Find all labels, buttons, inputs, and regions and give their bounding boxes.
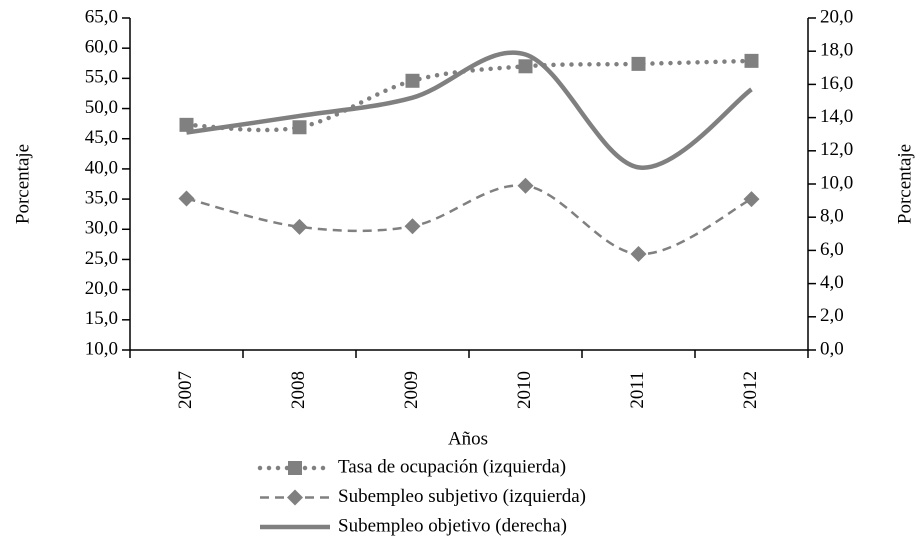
marker (405, 73, 420, 88)
y2-tick-label: 18,0 (820, 40, 853, 61)
y-tick-label: 10,0 (85, 338, 118, 359)
marker (631, 56, 646, 71)
legend-label: Tasa de ocupación (izquierda) (338, 456, 566, 477)
x-tick-label: 2010 (514, 371, 535, 409)
marker (744, 53, 759, 68)
x-tick-label: 2009 (401, 371, 422, 409)
y-tick-label: 20,0 (85, 278, 118, 299)
marker (288, 461, 302, 475)
y2-tick-label: 20,0 (820, 6, 853, 27)
y-tick-label: 30,0 (85, 218, 118, 239)
marker (179, 117, 194, 132)
y-tick-label: 60,0 (85, 37, 118, 58)
marker (292, 120, 307, 135)
marker (517, 177, 534, 194)
series-line (186, 184, 753, 256)
y-tick-label: 35,0 (85, 187, 118, 208)
x-tick-label: 2007 (175, 371, 196, 409)
y-tick-label: 25,0 (85, 248, 118, 269)
marker (518, 59, 533, 74)
x-tick-label: 2008 (288, 371, 309, 409)
x-tick-label: 2012 (740, 371, 761, 409)
y2-tick-label: 14,0 (820, 106, 853, 127)
legend-label: Subempleo subjetivo (izquierda) (338, 486, 586, 507)
y-tick-label: 40,0 (85, 157, 118, 178)
y-tick-label: 45,0 (85, 127, 118, 148)
marker (287, 489, 303, 506)
y2-tick-label: 16,0 (820, 73, 853, 94)
y-axis-title: Porcentaje (12, 144, 33, 224)
y-tick-label: 65,0 (85, 6, 118, 27)
x-axis-title: Años (448, 428, 488, 449)
series-line (186, 50, 753, 170)
y2-tick-label: 2,0 (820, 305, 844, 326)
y-tick-label: 50,0 (85, 97, 118, 118)
x-tick-label: 2011 (627, 371, 648, 408)
marker (404, 218, 421, 235)
marker (630, 246, 647, 263)
legend-label: Subempleo objetivo (derecha) (338, 515, 567, 536)
y2-tick-label: 10,0 (820, 172, 853, 193)
marker (743, 191, 760, 208)
y2-axis-title: Porcentaje (894, 144, 915, 224)
y2-tick-label: 0,0 (820, 338, 844, 359)
y2-tick-label: 8,0 (820, 206, 844, 227)
y2-tick-label: 4,0 (820, 272, 844, 293)
marker (178, 190, 195, 207)
y2-tick-label: 12,0 (820, 139, 853, 160)
y-tick-label: 55,0 (85, 67, 118, 88)
y-tick-label: 15,0 (85, 308, 118, 329)
marker (291, 218, 308, 235)
y2-tick-label: 6,0 (820, 239, 844, 260)
